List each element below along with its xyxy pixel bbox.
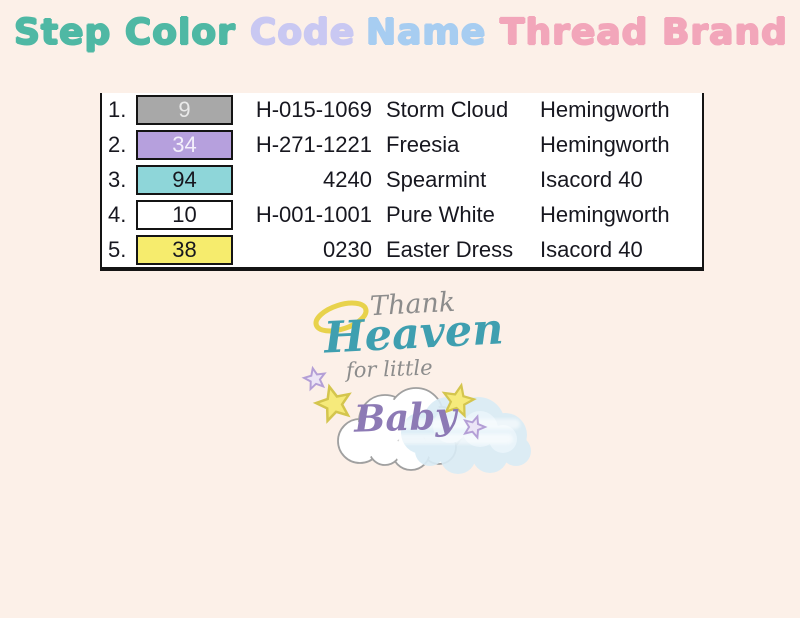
logo-artwork	[301, 300, 531, 474]
thread-code: H-271-1221	[255, 132, 372, 158]
header-name: Name	[366, 12, 487, 53]
thread-code: H-015-1069	[255, 97, 372, 123]
thread-name: Freesia	[386, 132, 460, 158]
thread-name: Storm Cloud	[386, 97, 509, 123]
step-number: 3.	[108, 166, 127, 192]
color-swatch: 94	[136, 164, 233, 195]
table-row: 3. 94 4240 Spearmint Isacord 40	[102, 163, 702, 198]
thread-name: Spearmint	[386, 166, 487, 192]
thread-brand: Hemingworth	[540, 132, 670, 158]
logo-text-for-little: for little	[345, 355, 433, 383]
table-row: 5. 38 0230 Easter Dress Isacord 40	[102, 232, 702, 267]
halo-icon	[313, 300, 369, 334]
header-step-color: Step Color	[14, 12, 236, 53]
table-row: 2. 34 H-271-1221 Freesia Hemingworth	[102, 128, 702, 163]
step-number: 5.	[108, 236, 127, 262]
thread-code: 4240	[323, 166, 372, 192]
star-icon	[301, 365, 329, 391]
thread-brand: Isacord 40	[540, 236, 643, 262]
color-swatch: 34	[136, 130, 233, 161]
logo-text-heaven: Heaven	[322, 304, 505, 364]
color-swatch: 9	[136, 95, 233, 126]
table-row: 4. 10 H-001-1001 Pure White Hemingworth	[102, 197, 702, 232]
star-icon	[311, 380, 356, 424]
thread-brand: Isacord 40	[540, 166, 643, 192]
thread-code: H-001-1001	[255, 201, 372, 227]
step-number: 1.	[108, 97, 127, 123]
header-thread-brand: Thread Brand	[500, 12, 788, 53]
table-row: 1. 9 H-015-1069 Storm Cloud Hemingworth	[102, 93, 702, 128]
thread-name: Pure White	[386, 201, 495, 227]
logo-text-baby: Baby	[353, 393, 458, 441]
color-swatch: 38	[136, 234, 233, 265]
thread-color-table: 1. 9 H-015-1069 Storm Cloud Hemingworth …	[100, 93, 704, 271]
step-number: 4.	[108, 201, 127, 227]
header-code: Code	[250, 12, 356, 53]
thread-code: 0230	[323, 236, 372, 262]
thread-brand: Hemingworth	[540, 201, 670, 227]
color-swatch: 10	[136, 199, 233, 230]
thread-brand: Hemingworth	[540, 97, 670, 123]
step-number: 2.	[108, 132, 127, 158]
brand-logo: Thank Heaven for little Baby	[290, 283, 535, 483]
thread-name: Easter Dress	[386, 236, 514, 262]
